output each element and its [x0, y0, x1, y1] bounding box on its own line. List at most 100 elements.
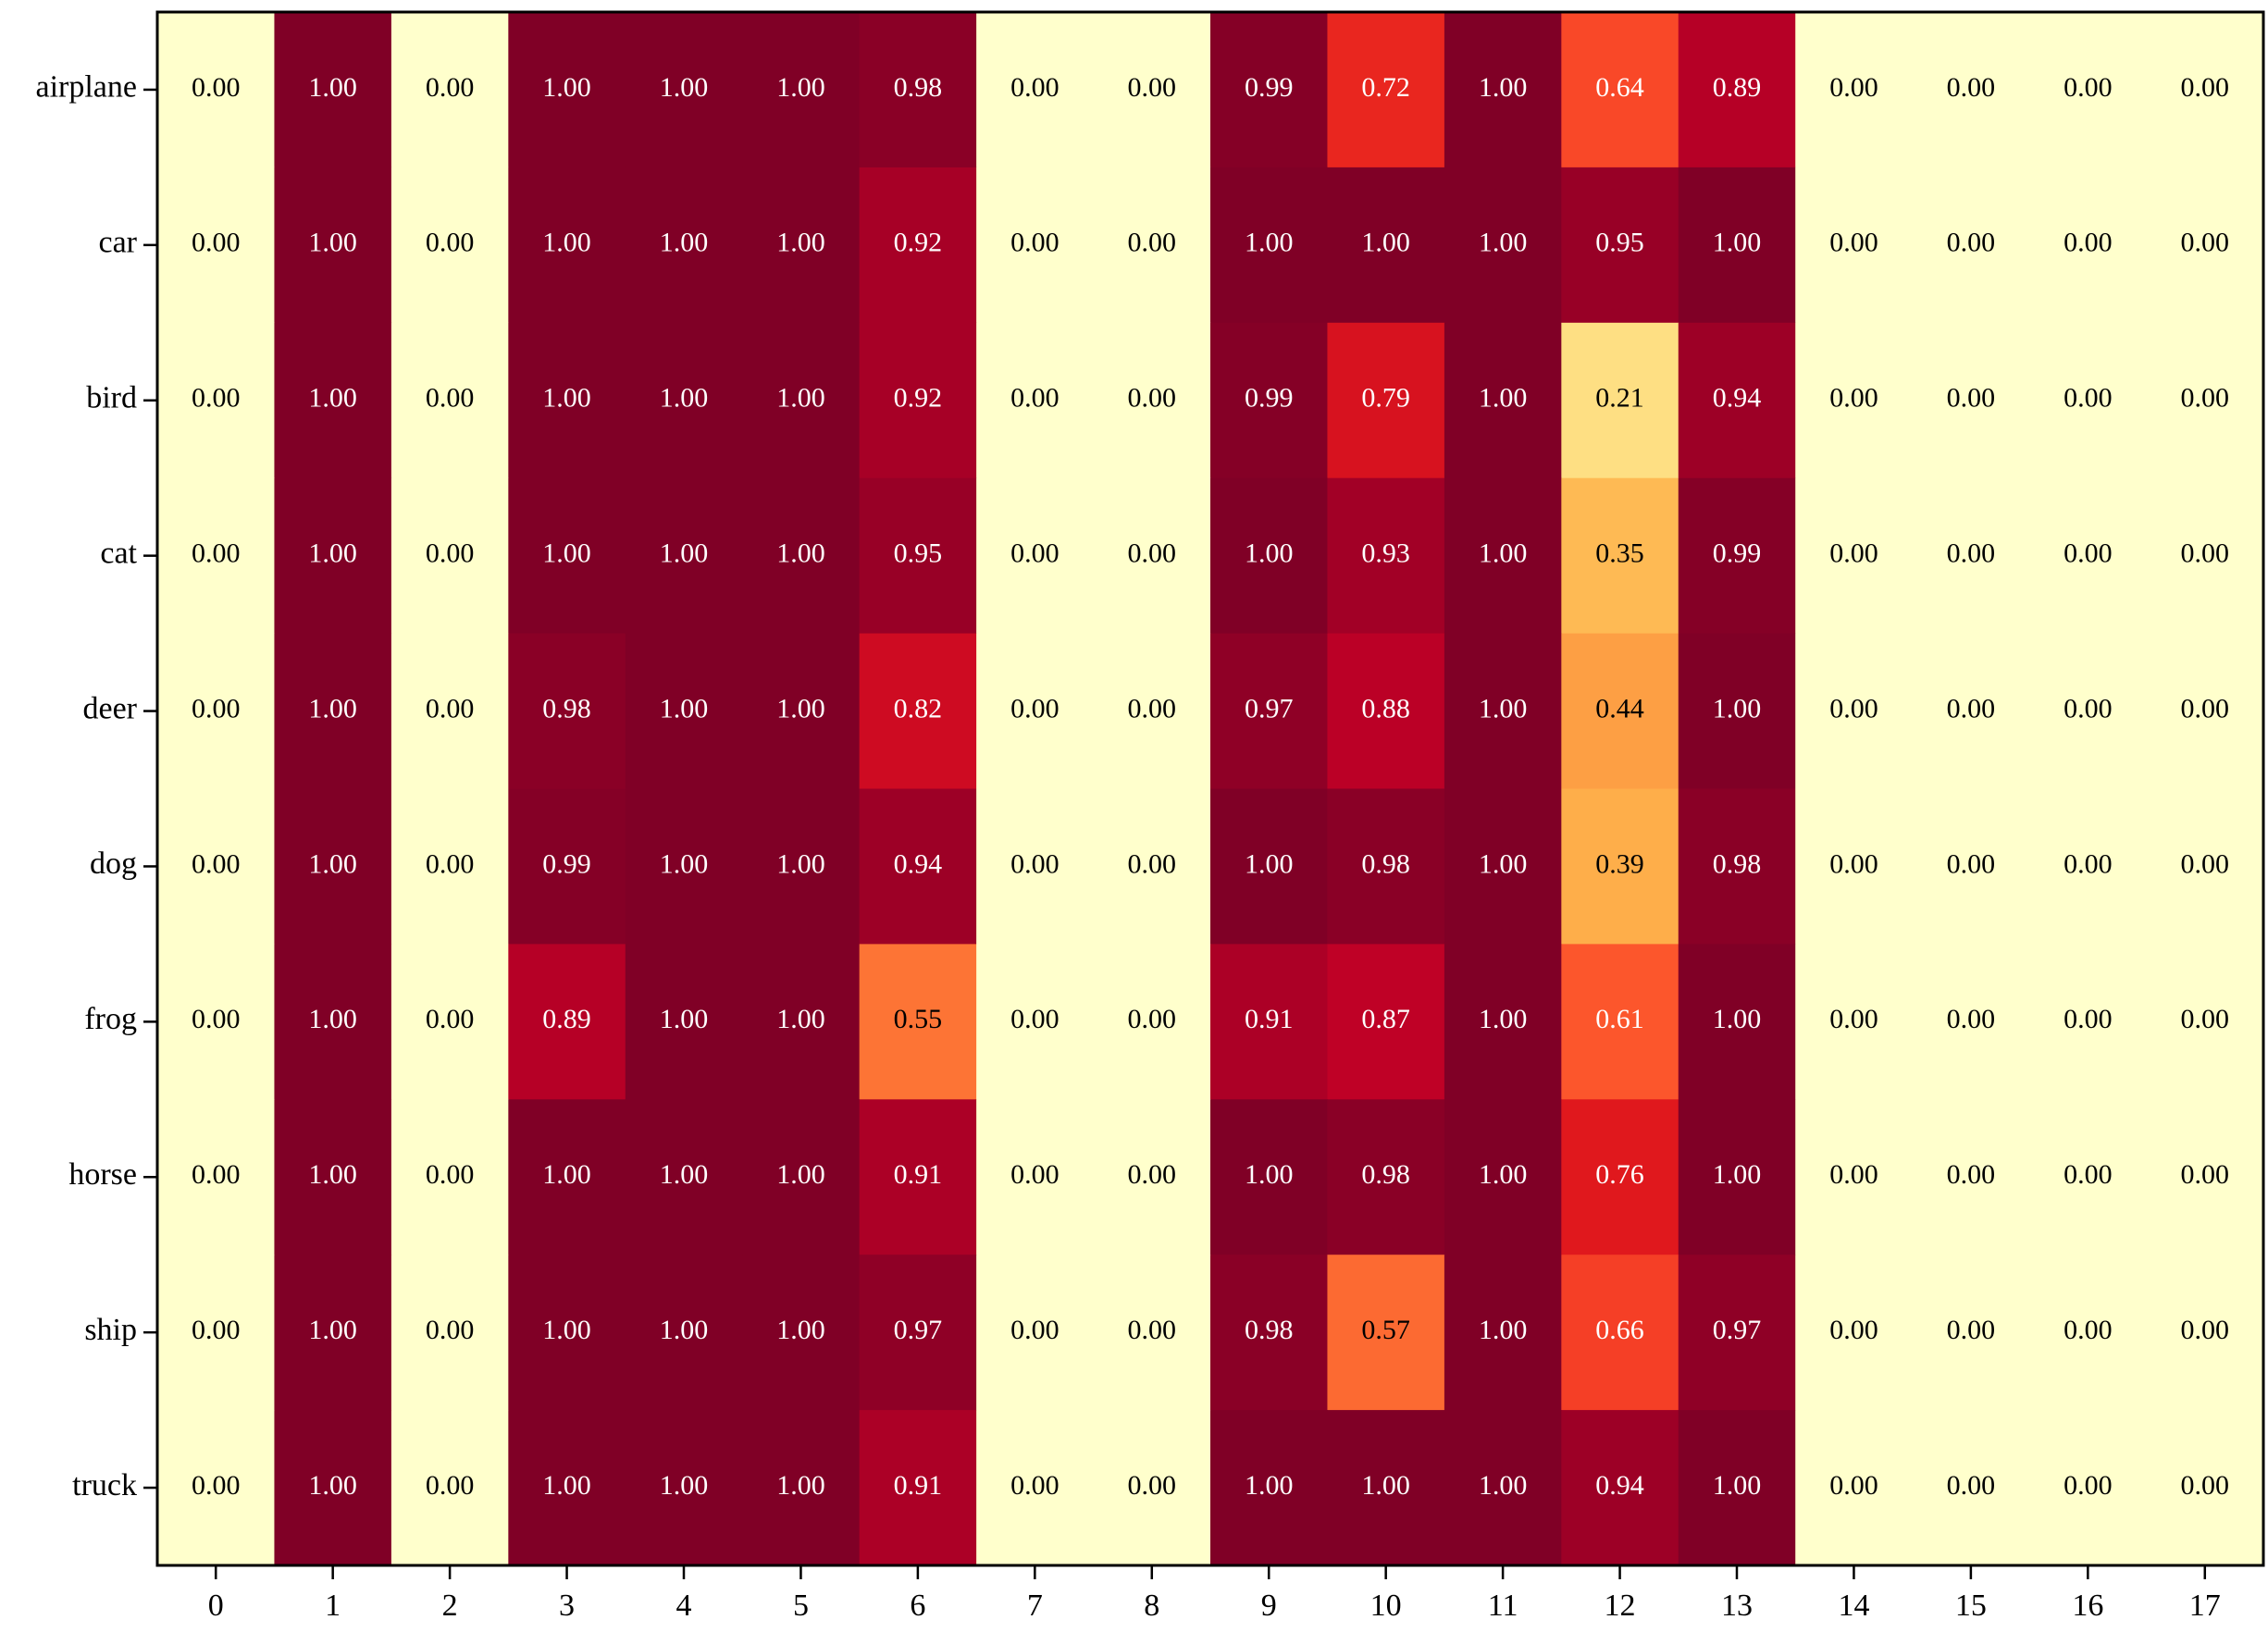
cell [1444, 633, 1562, 789]
cell-label: 1.00 [308, 72, 357, 103]
cell-label: 0.97 [1713, 1315, 1762, 1345]
cell-label: 1.00 [660, 1315, 709, 1345]
x-tick-label: 8 [1144, 1589, 1159, 1623]
cell [1327, 1099, 1445, 1255]
cell [1093, 12, 1211, 168]
cell [742, 1410, 861, 1566]
cell-label: 1.00 [308, 538, 357, 569]
cell-label: 0.00 [192, 1315, 241, 1345]
cell-label: 0.00 [426, 72, 475, 103]
y-tick-label: horse [68, 1157, 137, 1192]
cell [1678, 322, 1796, 479]
cell [274, 1099, 392, 1255]
cell [157, 12, 275, 168]
cell [1327, 12, 1445, 168]
y-tick-label: cat [100, 536, 137, 570]
cell-label: 0.97 [1245, 693, 1294, 723]
cell [1210, 12, 1328, 168]
cell [742, 1255, 861, 1411]
cell [1093, 944, 1211, 1100]
cell-label: 1.00 [308, 848, 357, 879]
cell [2029, 1255, 2148, 1411]
cell [859, 944, 977, 1100]
cell-label: 0.00 [1010, 1159, 1060, 1190]
cell [625, 12, 743, 168]
cell-label: 1.00 [776, 228, 825, 258]
cell-label: 1.00 [542, 1159, 591, 1190]
cell [2029, 477, 2148, 635]
cell-label: 0.98 [894, 72, 943, 103]
x-tick-label: 3 [559, 1589, 575, 1623]
cell-label: 0.00 [2064, 1315, 2113, 1345]
cell [976, 322, 1095, 479]
cell-label: 0.00 [1010, 538, 1060, 569]
cell [274, 633, 392, 789]
cell-label: 0.00 [1947, 228, 1996, 258]
cell [1561, 1099, 1679, 1255]
cell [1912, 167, 2030, 324]
cell-label: 1.00 [776, 848, 825, 879]
cell-label: 1.00 [308, 1004, 357, 1034]
cell [1210, 1099, 1328, 1255]
cell-label: 0.00 [2064, 1159, 2113, 1190]
cell-label: 0.00 [1947, 383, 1996, 414]
y-tick-label: dog [90, 847, 137, 881]
y-tick-label: car [98, 226, 137, 260]
cell-label: 1.00 [308, 693, 357, 723]
cell-label: 1.00 [776, 693, 825, 723]
cell [859, 322, 977, 479]
cell [1678, 12, 1796, 168]
cell-label: 0.00 [192, 693, 241, 723]
cell [1093, 1255, 1211, 1411]
cell-label: 1.00 [1245, 1470, 1294, 1501]
cell [1444, 788, 1562, 945]
cell [625, 1099, 743, 1255]
cell [157, 788, 275, 945]
cell [1327, 167, 1445, 324]
cell [508, 167, 626, 324]
cell-label: 0.76 [1595, 1159, 1644, 1190]
cell-label: 0.89 [542, 1004, 591, 1034]
cell-label: 1.00 [1479, 1315, 1528, 1345]
cell [1795, 1410, 1914, 1566]
cell [976, 12, 1095, 168]
cell [508, 12, 626, 168]
cell-label: 1.00 [660, 848, 709, 879]
cell [1561, 1410, 1679, 1566]
cell-label: 1.00 [1479, 383, 1528, 414]
cell [2029, 12, 2148, 168]
cell-label: 1.00 [1479, 538, 1528, 569]
cell [1561, 477, 1679, 635]
cell [157, 633, 275, 789]
cell [1210, 1255, 1328, 1411]
cell-label: 0.00 [2064, 72, 2113, 103]
cell [1210, 1410, 1328, 1566]
cell-label: 0.92 [894, 383, 943, 414]
cell [1210, 633, 1328, 789]
cell-label: 1.00 [1245, 848, 1294, 879]
cell-label: 0.00 [426, 538, 475, 569]
cell-label: 0.00 [1829, 383, 1878, 414]
cell-label: 0.00 [1010, 72, 1060, 103]
cell-label: 0.00 [1128, 848, 1177, 879]
cell [2029, 1410, 2148, 1566]
cell [1561, 167, 1679, 324]
cell [157, 167, 275, 324]
y-tick-label: ship [84, 1313, 137, 1347]
cell [1678, 944, 1796, 1100]
cell [742, 167, 861, 324]
cell-label: 0.94 [1713, 383, 1762, 414]
cell-label: 0.00 [192, 848, 241, 879]
cell-label: 0.00 [1947, 693, 1996, 723]
cell [2029, 322, 2148, 479]
cell [1912, 477, 2030, 635]
cell-label: 0.93 [1361, 538, 1410, 569]
cell [508, 944, 626, 1100]
cell-label: 0.72 [1361, 72, 1410, 103]
cell-label: 0.00 [426, 1159, 475, 1190]
cell-label: 0.00 [2064, 1470, 2113, 1501]
cell [2146, 1099, 2264, 1255]
cell-label: 0.00 [1829, 1315, 1878, 1345]
cell [859, 1099, 977, 1255]
